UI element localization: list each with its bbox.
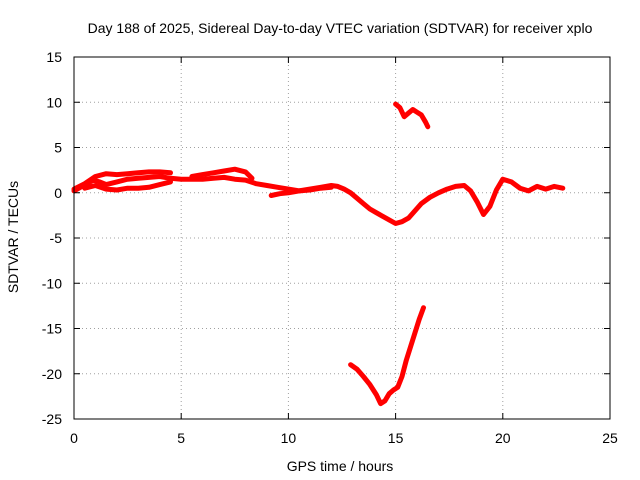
series-low-segment bbox=[348, 305, 426, 407]
grid bbox=[74, 57, 610, 419]
x-tick-label: 0 bbox=[70, 430, 78, 446]
series-upper-branch bbox=[71, 169, 173, 192]
series-lower-branch bbox=[82, 179, 173, 193]
x-tick-label: 20 bbox=[495, 430, 511, 446]
series-main bbox=[71, 174, 566, 226]
series-dip-branch bbox=[268, 184, 334, 198]
y-tick-label: -20 bbox=[42, 366, 62, 382]
x-axis-label: GPS time / hours bbox=[287, 458, 394, 474]
series-high-segment bbox=[393, 101, 431, 130]
y-tick-label: -25 bbox=[42, 411, 62, 427]
x-tick-label: 10 bbox=[281, 430, 297, 446]
x-tick-label: 15 bbox=[388, 430, 404, 446]
y-tick-label: 5 bbox=[54, 140, 62, 156]
series-mid-branch bbox=[189, 166, 255, 181]
y-tick-label: 10 bbox=[46, 94, 62, 110]
y-tick-label: -5 bbox=[50, 230, 63, 246]
y-axis-label: SDTVAR / TECUs bbox=[5, 181, 21, 293]
x-tick-label: 5 bbox=[177, 430, 185, 446]
chart-title: Day 188 of 2025, Sidereal Day-to-day VTE… bbox=[88, 20, 593, 36]
y-tick-label: -15 bbox=[42, 321, 62, 337]
data-series bbox=[71, 101, 566, 407]
x-tick-label: 25 bbox=[602, 430, 618, 446]
y-tick-label: 0 bbox=[54, 185, 62, 201]
y-tick-label: -10 bbox=[42, 275, 62, 291]
axes: 0 5 10 15 20 25 15 10 5 0 -5 -10 -15 -20 -25 bbox=[42, 49, 618, 446]
y-tick-label: 15 bbox=[46, 49, 62, 65]
